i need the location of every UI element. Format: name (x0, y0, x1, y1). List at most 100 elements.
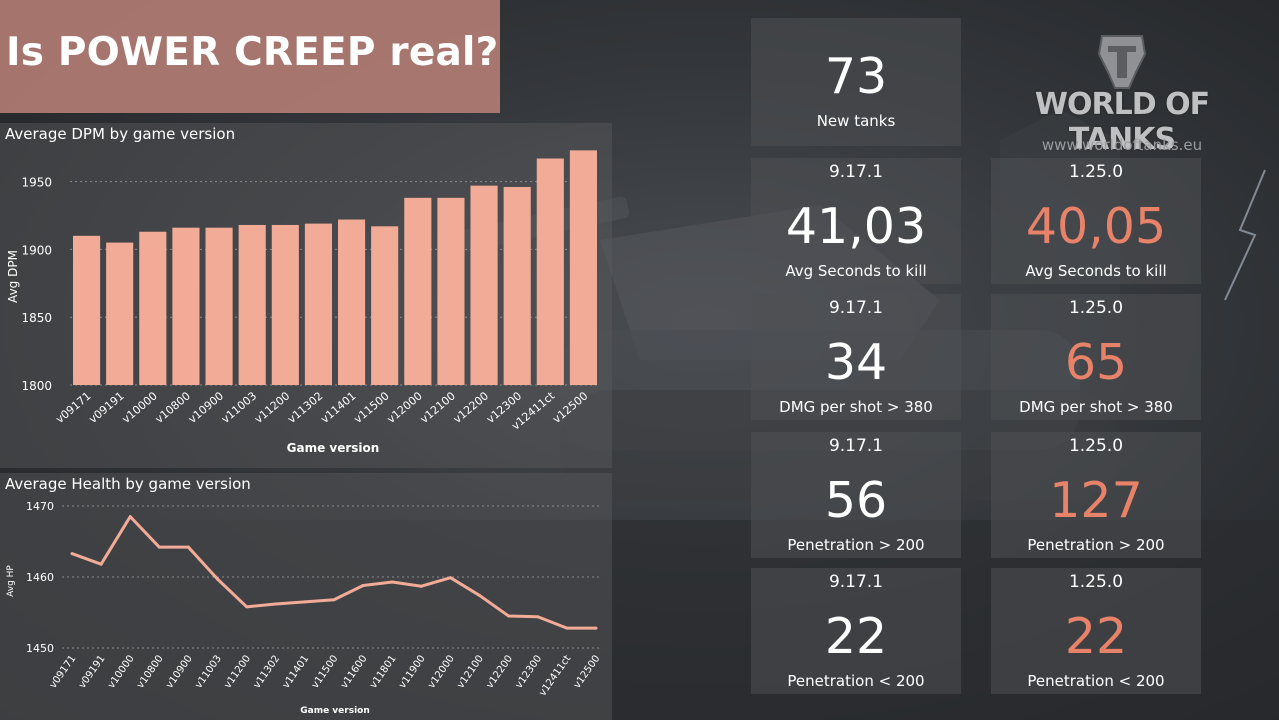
data-point (128, 515, 132, 519)
x-tick-label: v12200 (451, 389, 491, 426)
bar (139, 231, 167, 385)
data-point (594, 626, 598, 630)
x-tick-label: v10800 (153, 389, 193, 426)
y-tick-label: 1900 (21, 243, 52, 257)
y-tick-label: 1450 (26, 642, 54, 655)
y-tick-label: 1800 (21, 379, 52, 393)
data-point (274, 602, 278, 606)
y-tick-label: 1950 (21, 176, 52, 190)
data-point (157, 545, 161, 549)
health-chart-panel: Average Health by game version 1450 1460 1… (0, 473, 612, 720)
new-tanks-value: 73 (824, 48, 888, 105)
x-tick-label: v09191 (77, 653, 108, 690)
stat-value: 22 (824, 608, 888, 665)
stat-card-right-2: 1.25.0 127 Penetration > 200 (991, 432, 1201, 558)
dpm-chart-panel: Average DPM by game version 1800 1850 1900… (0, 123, 612, 468)
stat-card-right-1: 1.25.0 65 DMG per shot > 380 (991, 294, 1201, 420)
bar (470, 185, 498, 385)
stat-card-left-2: 9.17.1 56 Penetration > 200 (751, 432, 961, 558)
health-line-chart: 1450 1460 1470 v09171v09191v10000v10800v109… (6, 500, 603, 716)
version-label: 1.25.0 (1068, 436, 1124, 456)
brand-url: www.worldoftanks.eu (1041, 136, 1203, 154)
x-tick-label: v10900 (186, 389, 226, 426)
y-axis-label: Avg DPM (6, 250, 20, 303)
x-tick-label: v11500 (310, 653, 341, 690)
page-title: Is POWER CREEP real? (6, 30, 499, 75)
bar (304, 223, 332, 385)
x-tick-label: v12500 (572, 653, 603, 690)
data-point (507, 614, 511, 618)
bar (271, 224, 299, 385)
x-tick-label: v09171 (48, 653, 79, 690)
x-axis-label: Game version (287, 441, 380, 455)
stat-label: DMG per shot > 380 (779, 398, 933, 416)
stat-value: 65 (1064, 334, 1128, 391)
data-point (478, 593, 482, 597)
stat-value: 22 (1064, 608, 1128, 665)
x-tick-label: v11003 (193, 653, 224, 690)
x-tick-label: v11401 (281, 653, 312, 690)
x-tick-label: v11500 (351, 389, 391, 426)
stat-label: Penetration > 200 (787, 536, 925, 554)
y-axis-label: Avg HP (6, 565, 16, 597)
x-tick-label: v12000 (426, 653, 457, 690)
stat-label: Penetration > 200 (1027, 536, 1165, 554)
version-label: 9.17.1 (828, 162, 884, 182)
stat-value: 127 (1049, 472, 1143, 529)
data-point (216, 577, 220, 581)
health-series-line (71, 515, 596, 630)
x-tick-label: v12200 (484, 653, 515, 690)
stat-label: Avg Seconds to kill (1025, 262, 1167, 280)
stat-value: 34 (824, 334, 888, 391)
x-tick-label: v10000 (120, 389, 160, 426)
new-tanks-card: 73 New tanks (751, 18, 961, 146)
x-tick-label: v11003 (219, 389, 259, 426)
dpm-bar-chart: 1800 1850 1900 1950 v09171v09191v10000v10800… (6, 150, 600, 455)
bar (536, 158, 564, 385)
bar (404, 197, 432, 385)
x-tick-label: v12000 (385, 389, 425, 426)
data-point (390, 580, 394, 584)
stat-label: DMG per shot > 380 (1019, 398, 1173, 416)
x-axis-label: Game version (300, 706, 370, 716)
y-tick-label: 1470 (26, 500, 54, 513)
x-tick-label: v11801 (368, 653, 399, 690)
x-tick-label: v12100 (418, 389, 458, 426)
version-label: 9.17.1 (828, 436, 884, 456)
stat-card-left-3: 9.17.1 22 Penetration < 200 (751, 568, 961, 694)
bar (238, 224, 266, 385)
bar (371, 226, 399, 385)
x-tick-label: v10900 (164, 653, 195, 690)
x-tick-label: v12500 (550, 389, 590, 426)
data-point (99, 562, 103, 566)
stat-label: Penetration < 200 (1027, 672, 1165, 690)
data-point (186, 545, 190, 549)
x-tick-label: v09191 (86, 389, 126, 426)
stat-card-left-0: 9.17.1 41,03 Avg Seconds to kill (751, 158, 961, 284)
x-tick-label: v11302 (252, 653, 283, 690)
tank-helmet-logo-icon (1097, 35, 1147, 89)
x-tick-label: v11900 (397, 653, 428, 690)
version-label: 9.17.1 (828, 298, 884, 318)
bar (437, 197, 465, 385)
brand-text: WORLD OF TANKS (1034, 87, 1210, 157)
version-label: 9.17.1 (828, 572, 884, 592)
data-point (419, 584, 423, 588)
data-point (448, 576, 452, 580)
data-point (565, 626, 569, 630)
y-tick-label: 1460 (26, 571, 54, 584)
x-tick-label: v11200 (222, 653, 253, 690)
x-tick-label: v11600 (339, 653, 370, 690)
x-tick-label: v11401 (318, 389, 358, 426)
x-tick-label: v12300 (514, 653, 545, 690)
bar (569, 150, 597, 385)
data-point (361, 584, 365, 588)
stat-label: Avg Seconds to kill (785, 262, 927, 280)
version-label: 1.25.0 (1068, 162, 1124, 182)
stat-value: 40,05 (1025, 198, 1167, 255)
stat-card-left-1: 9.17.1 34 DMG per shot > 380 (751, 294, 961, 420)
version-label: 1.25.0 (1068, 298, 1124, 318)
x-tick-label: v09171 (53, 389, 93, 426)
bar (106, 242, 134, 385)
x-tick-label: v11302 (285, 389, 325, 426)
